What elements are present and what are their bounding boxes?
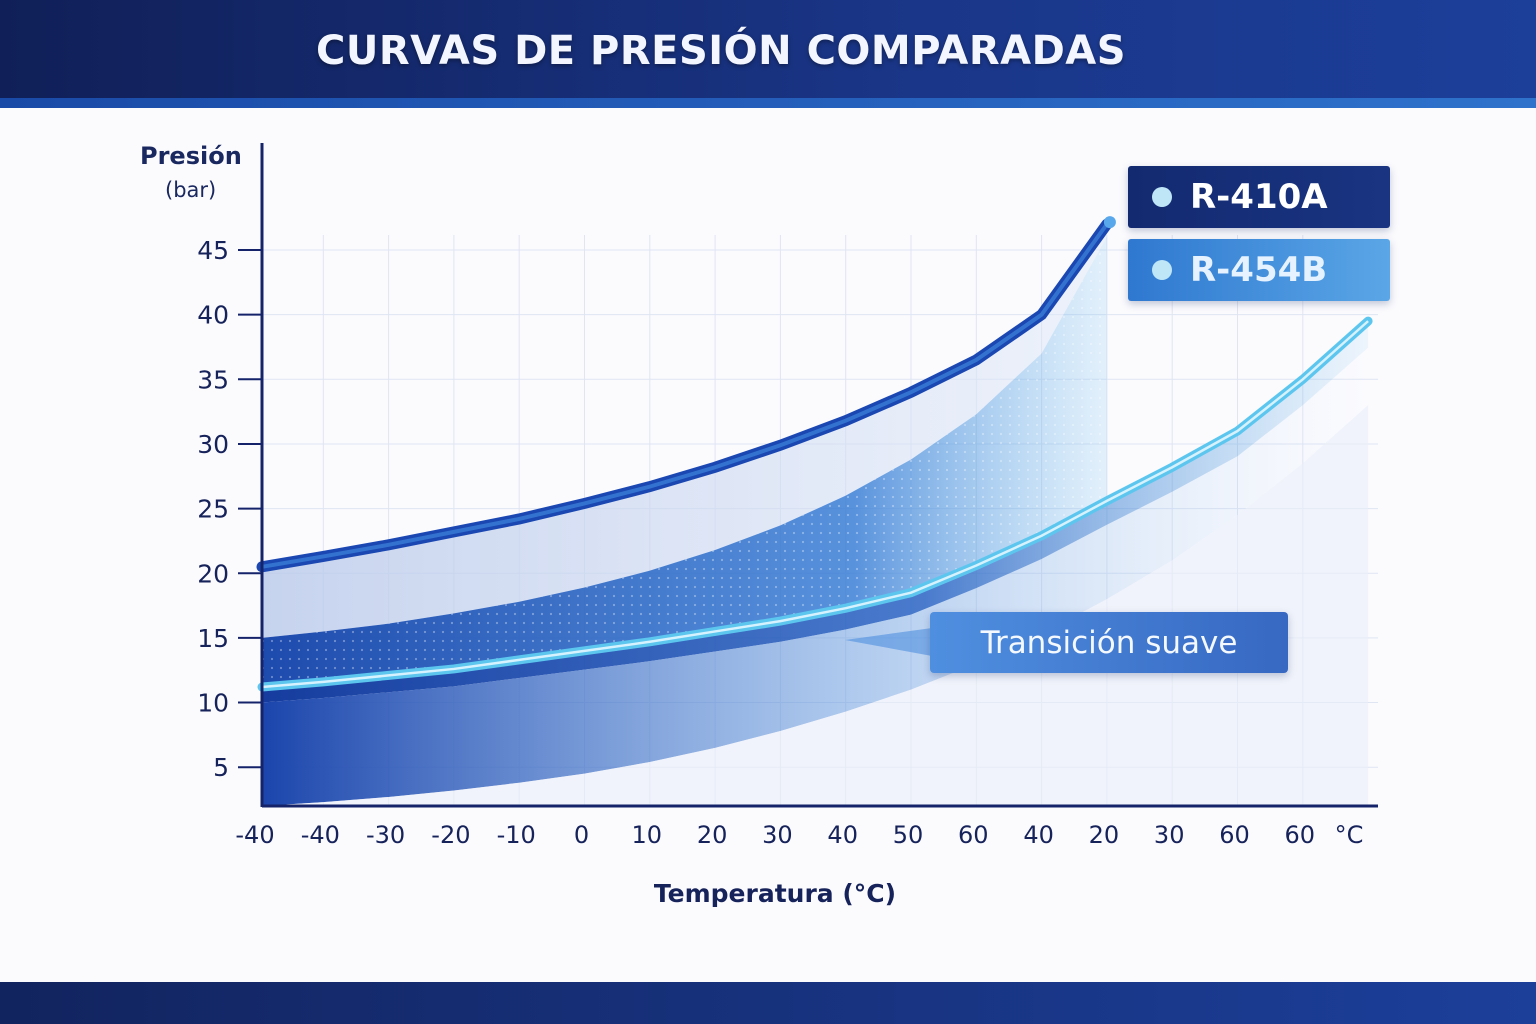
annotation-transicion-suave: Transición suave	[930, 612, 1288, 673]
y-tick-label: 25	[197, 495, 229, 524]
x-tick-label: -20	[431, 821, 470, 849]
x-tick-label: 40	[827, 821, 858, 849]
x-tick-label: 60	[1285, 821, 1316, 849]
header-bar	[0, 0, 1536, 98]
x-tick-label: 30	[762, 821, 793, 849]
y-tick-label: 30	[197, 430, 229, 459]
x-tick-label: 0	[574, 821, 589, 849]
x-tick-label: 40	[1023, 821, 1054, 849]
series-line-r410a-highlight	[261, 222, 1109, 569]
legend-label: R-454B	[1190, 250, 1328, 290]
series-line-r454b-highlight	[261, 320, 1369, 689]
band-bottom	[262, 347, 1369, 806]
band-base	[262, 405, 1369, 806]
annotation-text: Transición suave	[980, 624, 1238, 661]
y-tick-label: 5	[213, 753, 229, 782]
y-tick-label: 40	[197, 301, 229, 330]
x-tick-label: 50	[893, 821, 924, 849]
y-tick-label: 10	[197, 689, 229, 718]
x-axis-label: Temperatura (°C)	[654, 879, 896, 908]
y-tick-label: 35	[197, 365, 229, 394]
legend-item-r454b: R-454B	[1128, 239, 1390, 301]
x-tick-label: -10	[497, 821, 536, 849]
x-tick-label: 10	[632, 821, 663, 849]
callout-pointer	[845, 628, 932, 656]
footer-bar	[0, 982, 1536, 1024]
y-tick-label: 20	[197, 559, 229, 588]
band-middle-dots	[262, 237, 1107, 688]
header-accent-strip	[0, 98, 1536, 108]
page-title: CURVAS DE PRESIÓN COMPARADAS	[316, 28, 1127, 74]
x-tick-label: 60	[1219, 821, 1250, 849]
x-axis-unit: °C	[1335, 821, 1364, 849]
y-tick-label: 45	[197, 236, 229, 265]
x-tick-label: -30	[366, 821, 405, 849]
band-upper	[262, 224, 1107, 638]
band-lower	[262, 321, 1369, 703]
series-end-marker	[1103, 216, 1116, 229]
y-axis-unit: (bar)	[165, 178, 217, 202]
legend-item-r410a: R-410A	[1128, 166, 1390, 228]
x-tick-label: 30	[1154, 821, 1185, 849]
x-tick-label: -40	[235, 821, 274, 849]
y-tick-label: 15	[197, 624, 229, 653]
x-tick-label: -40	[301, 821, 340, 849]
x-tick-label: 20	[697, 821, 728, 849]
y-axis-label: Presión	[140, 142, 242, 170]
legend-dot-icon	[1152, 260, 1172, 280]
x-tick-label: 20	[1089, 821, 1120, 849]
legend-label: R-410A	[1190, 177, 1328, 217]
legend-dot-icon	[1152, 187, 1172, 207]
x-tick-label: 60	[958, 821, 989, 849]
